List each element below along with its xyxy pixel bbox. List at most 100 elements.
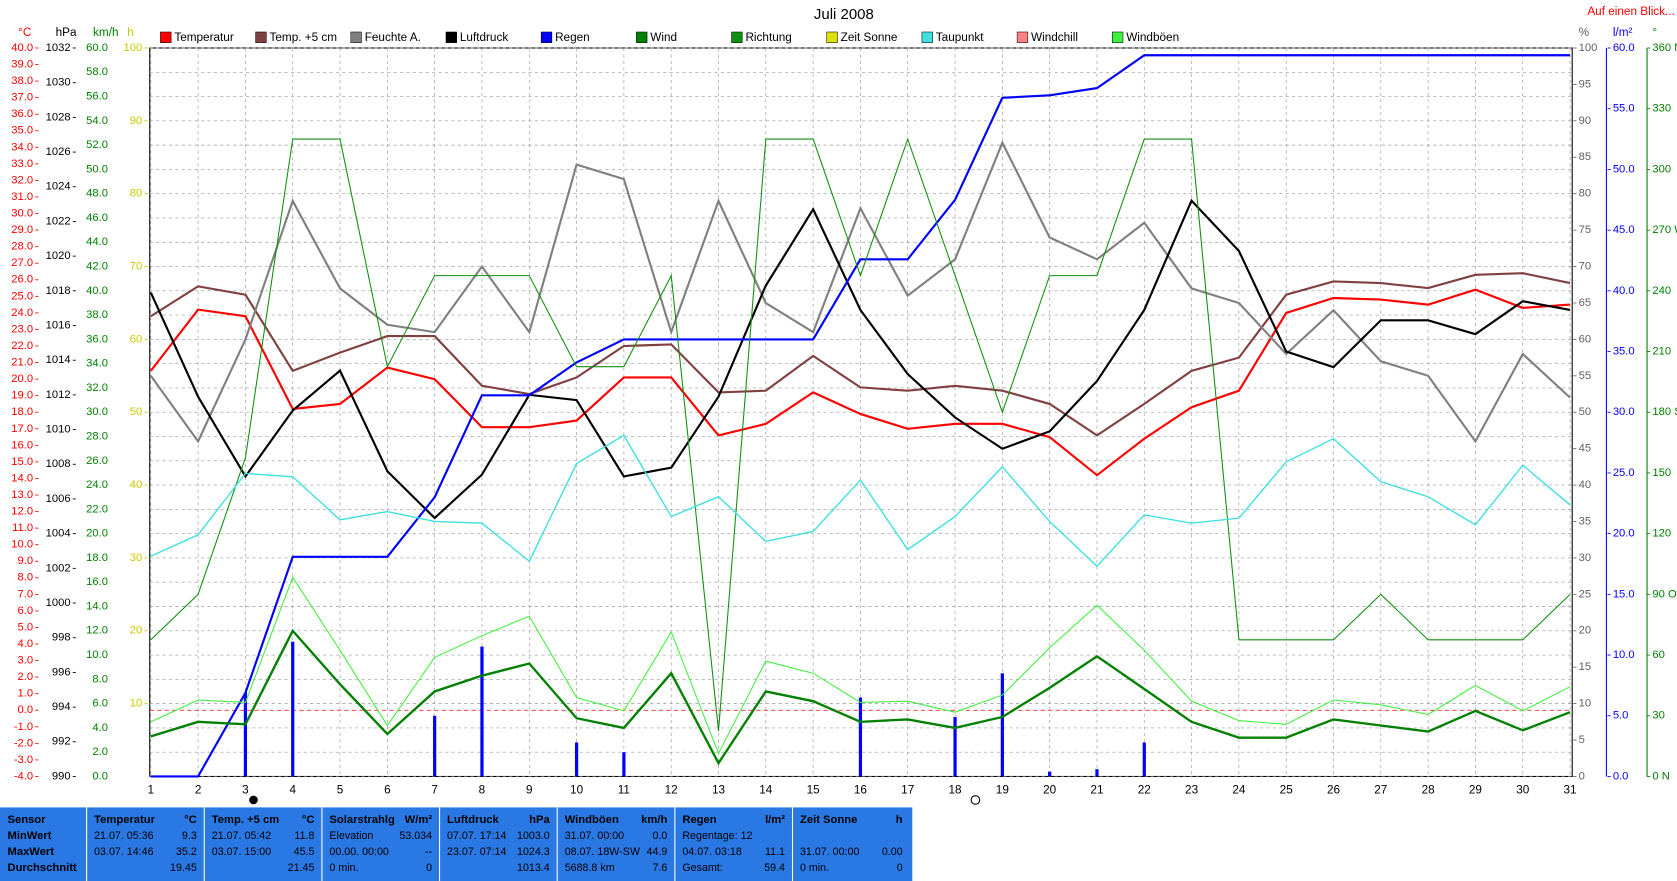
y-tick-label: 10.0 xyxy=(86,649,108,661)
y-tick-label: 95 xyxy=(1579,78,1591,90)
y-tick-label: 360 N xyxy=(1652,42,1677,54)
y-tick-label: 10.0 xyxy=(11,539,33,551)
y-tick-label: 54.0 xyxy=(86,115,108,127)
legend-swatch xyxy=(255,31,267,43)
y-tick-label: 28.0 xyxy=(86,430,108,442)
stats-value: 0.00 xyxy=(882,846,903,858)
stats-cell: 31.07. 00:00 xyxy=(800,846,859,858)
y-tick-label: 34.0 xyxy=(11,141,33,153)
y-tick-label: 4.0 xyxy=(18,638,34,650)
y-tick-label: 8.0 xyxy=(18,572,34,584)
y-tick-label: 40.0 xyxy=(86,285,108,297)
stats-cell: 03.07. 15:00 xyxy=(212,846,271,858)
y-tick-label: 65 xyxy=(1579,297,1591,309)
stats-value: 1013.4 xyxy=(517,862,550,874)
y-tick-label: 240 xyxy=(1652,285,1671,297)
y-tick-label: 35.0 xyxy=(11,125,33,137)
legend-label: Windböen xyxy=(1126,31,1179,44)
series-line xyxy=(149,140,1571,444)
stats-cell: 03.07. 14:46 xyxy=(94,846,153,858)
stats-cell: Gesamt: xyxy=(682,862,722,874)
y-tick-label: 30.0 xyxy=(86,406,108,418)
y-tick-label: 30 xyxy=(130,552,142,564)
y-tick-label: 300 xyxy=(1652,163,1671,175)
legend-swatch xyxy=(921,31,933,43)
y-tick-label: 13.0 xyxy=(11,489,33,501)
stats-header: Temp. +5 cm xyxy=(212,814,279,826)
y-tick-label: 58.0 xyxy=(86,66,108,78)
y-tick-label: 50 xyxy=(1579,406,1591,418)
y-tick-label: 70 xyxy=(130,261,142,273)
stats-value: 21.45 xyxy=(288,862,315,874)
stats-cell: Regentage: 12 xyxy=(682,830,752,842)
stats-unit: °C xyxy=(184,814,197,826)
y-tick-label: -1.0 xyxy=(14,721,33,733)
plot-area xyxy=(149,47,1573,778)
y-tick-label: 36.0 xyxy=(86,333,108,345)
y-tick-label: 270 W xyxy=(1652,224,1677,236)
y-tick-label: 24.0 xyxy=(11,307,33,319)
y-tick-label: 6.0 xyxy=(92,698,108,710)
y-tick-label: 100 xyxy=(124,42,143,54)
y-tick-label: 80 xyxy=(1579,188,1591,200)
y-tick-label: 42.0 xyxy=(86,261,108,273)
x-tick-label: 30 xyxy=(1516,783,1530,796)
y-tick-label: 45.0 xyxy=(1613,224,1635,236)
x-tick-label: 29 xyxy=(1469,783,1482,796)
y-tick-label: 1.0 xyxy=(18,688,34,700)
x-tick-label: 10 xyxy=(570,783,584,796)
y-tick-label: 10.0 xyxy=(1613,649,1635,661)
y-tick-label: 14.0 xyxy=(11,472,33,484)
y-tick-label: 0.0 xyxy=(92,770,108,782)
y-tick-label: 90 xyxy=(130,115,142,127)
y-tick-label: 39.0 xyxy=(11,59,33,71)
y-tick-label: 1030 xyxy=(46,77,71,89)
y-tick-label: 22.0 xyxy=(86,503,108,515)
series-line xyxy=(150,54,1571,778)
stats-value: 11.1 xyxy=(765,846,785,858)
y-tick-label: 4.0 xyxy=(92,722,108,734)
series-line xyxy=(150,576,1571,755)
y-tick-label: 55 xyxy=(1579,370,1591,382)
axis-unit: hPa xyxy=(56,26,77,39)
x-tick-label: 11 xyxy=(618,783,630,796)
stats-value: 0 xyxy=(426,862,432,874)
x-tick-label: 16 xyxy=(854,783,868,796)
y-tick-label: 22.0 xyxy=(11,340,33,352)
y-tick-label: -2.0 xyxy=(14,737,33,749)
y-tick-label: -4.0 xyxy=(14,770,33,782)
stats-value: 7.6 xyxy=(653,862,668,874)
y-tick-label: 30 xyxy=(1579,552,1591,564)
legend-label: Regen xyxy=(555,31,590,44)
link[interactable]: Auf einen Blick... xyxy=(1587,5,1675,18)
y-tick-label: 18.0 xyxy=(11,406,33,418)
x-tick-label: 6 xyxy=(384,783,391,796)
axis-unit: h xyxy=(127,26,134,39)
x-tick-label: 27 xyxy=(1374,783,1387,796)
legend-label: Zeit Sonne xyxy=(841,31,898,44)
y-tick-label: 996 xyxy=(52,666,71,678)
y-tick-label: 60 xyxy=(1652,649,1664,661)
x-tick-label: 12 xyxy=(665,783,678,796)
y-tick-label: 2.0 xyxy=(18,671,34,683)
x-tick-label: 13 xyxy=(712,783,726,796)
y-tick-label: 1002 xyxy=(46,562,71,574)
x-tick-label: 18 xyxy=(949,783,963,796)
x-tick-label: 19 xyxy=(996,783,1009,796)
y-tick-label: 30.0 xyxy=(1613,406,1635,418)
rain-bar xyxy=(480,646,484,777)
y-tick-label: 52.0 xyxy=(86,139,108,151)
stats-cell: 21.07. 05:36 xyxy=(94,830,153,842)
legend-label: Temperatur xyxy=(174,31,234,44)
stats-panel xyxy=(0,807,913,881)
rain-bar xyxy=(622,752,626,777)
y-tick-label: 60.0 xyxy=(86,42,108,54)
legend-label: Windchill xyxy=(1031,31,1078,44)
y-tick-label: 180 S xyxy=(1652,406,1677,418)
stats-unit: W/m² xyxy=(405,814,433,826)
y-tick-label: 40.0 xyxy=(11,42,33,54)
stats-cell: 00.00. 00:00 xyxy=(329,846,388,858)
y-tick-label: 2.0 xyxy=(92,746,108,758)
y-tick-label: 1024 xyxy=(46,181,71,193)
